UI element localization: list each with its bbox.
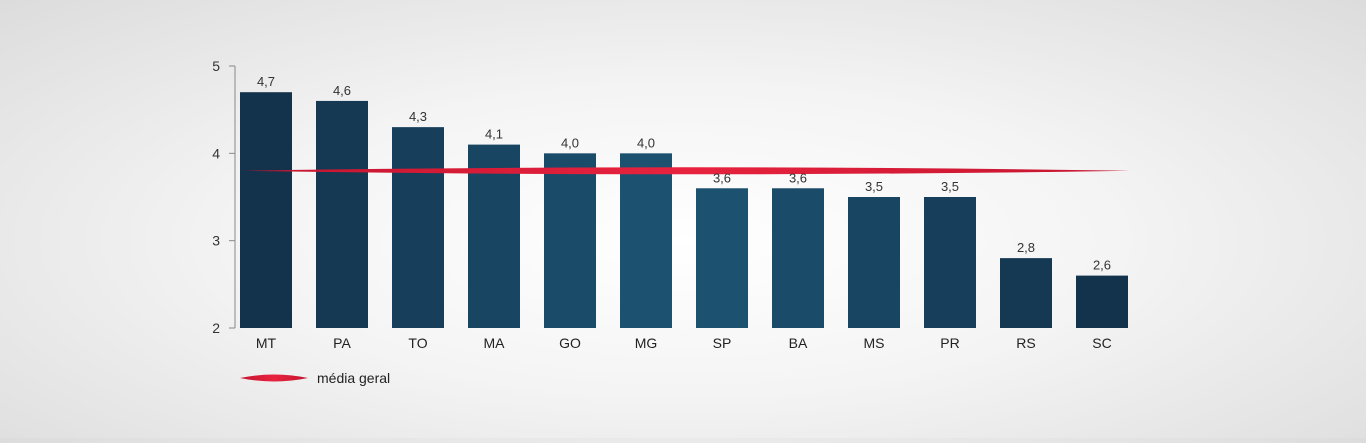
x-label-sp: SP xyxy=(713,335,732,351)
bar-rs xyxy=(1000,258,1052,328)
x-label-mg: MG xyxy=(635,335,658,351)
value-label-to: 4,3 xyxy=(409,109,427,124)
bar-mg xyxy=(620,153,672,328)
y-tick-label: 2 xyxy=(212,320,220,336)
y-axis: 2 3 4 5 xyxy=(212,58,236,336)
bar-ms xyxy=(848,197,900,328)
y-tick-label: 3 xyxy=(212,233,220,249)
value-label-sp: 3,6 xyxy=(713,170,731,185)
y-tick-label: 4 xyxy=(212,145,220,161)
legend-swatch xyxy=(240,374,308,382)
legend: média geral xyxy=(240,368,390,388)
x-label-mt: MT xyxy=(256,335,277,351)
bar-go xyxy=(544,153,596,328)
average-line xyxy=(240,167,1130,175)
value-label-ba: 3,6 xyxy=(789,170,807,185)
bar-ba xyxy=(772,188,824,328)
value-label-pa: 4,6 xyxy=(333,83,351,98)
y-tick-label: 5 xyxy=(212,58,220,74)
bar-pr xyxy=(924,197,976,328)
x-label-to: TO xyxy=(408,335,427,351)
x-label-go: GO xyxy=(559,335,581,351)
value-label-go: 4,0 xyxy=(561,135,579,150)
bar-mt xyxy=(240,92,292,328)
legend-label: média geral xyxy=(317,370,391,386)
x-axis-labels: MT PA TO MA GO MG SP BA MS PR RS SC xyxy=(256,335,1112,351)
value-label-ma: 4,1 xyxy=(485,127,503,142)
x-label-rs: RS xyxy=(1016,335,1035,351)
value-label-mt: 4,7 xyxy=(257,74,275,89)
value-labels: 4,7 4,6 4,3 4,1 4,0 4,0 3,6 3,6 3,5 3,5 2,8 2,6 xyxy=(257,74,1111,272)
value-label-pr: 3,5 xyxy=(941,179,959,194)
bar-to xyxy=(392,127,444,328)
x-label-ms: MS xyxy=(864,335,885,351)
bar-pa xyxy=(316,100,368,328)
x-label-pr: PR xyxy=(940,335,959,351)
value-label-rs: 2,8 xyxy=(1017,240,1035,255)
value-label-mg: 4,0 xyxy=(637,135,655,150)
x-label-ba: BA xyxy=(789,335,808,351)
value-label-sc: 2,6 xyxy=(1093,258,1111,273)
x-label-ma: MA xyxy=(484,335,506,351)
x-label-sc: SC xyxy=(1092,335,1111,351)
bar-sp xyxy=(696,188,748,328)
bars xyxy=(240,92,1128,328)
value-label-ms: 3,5 xyxy=(865,179,883,194)
x-label-pa: PA xyxy=(333,335,351,351)
bar-sc xyxy=(1076,275,1128,328)
average-line-group xyxy=(240,167,1130,175)
bar-ma xyxy=(468,144,520,328)
